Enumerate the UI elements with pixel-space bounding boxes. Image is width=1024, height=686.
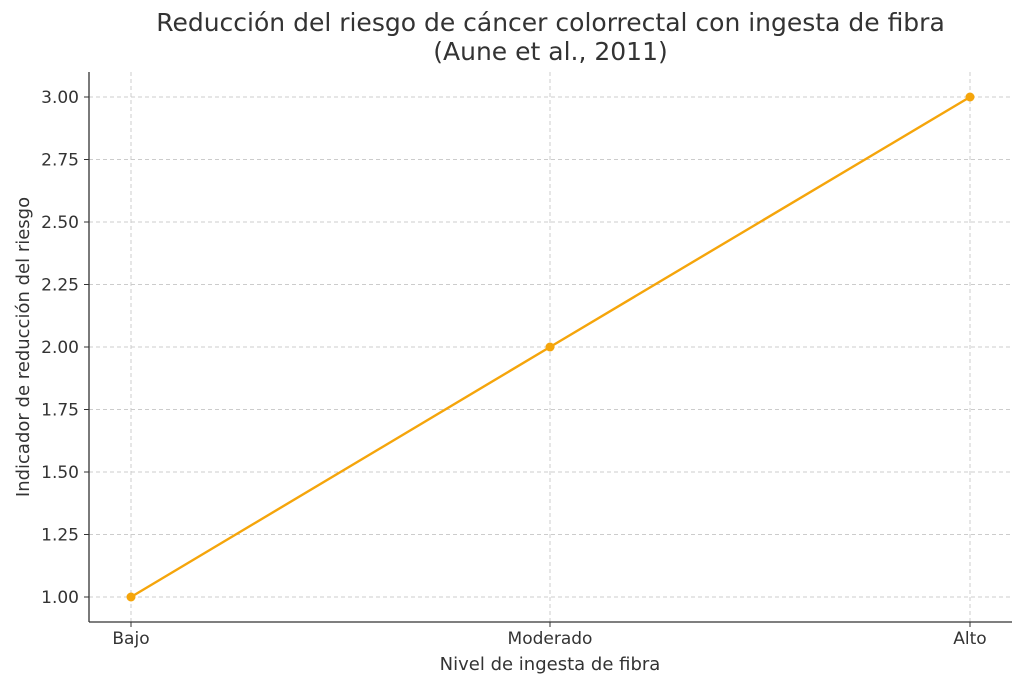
y-tick-label: 1.00 — [41, 588, 79, 608]
y-tick-label: 1.75 — [41, 401, 79, 421]
data-series — [126, 92, 975, 602]
x-tick-label: Moderado — [508, 629, 593, 649]
data-point — [126, 592, 136, 602]
x-tick-label: Alto — [953, 629, 986, 649]
x-tick-label: Bajo — [112, 629, 149, 649]
y-tick-label: 1.25 — [41, 526, 79, 546]
data-point — [965, 92, 975, 102]
chart-title: Reducción del riesgo de cáncer colorrect… — [89, 8, 1012, 66]
chart-title-line2: (Aune et al., 2011) — [433, 37, 668, 66]
data-point — [545, 342, 555, 352]
x-axis-label: Nivel de ingesta de fibra — [440, 654, 661, 675]
x-axis-ticks: Bajo Moderado Alto — [112, 622, 987, 649]
y-tick-label: 2.00 — [41, 338, 79, 358]
y-axis-label: Indicador de reducción del riesgo — [13, 197, 34, 497]
y-tick-label: 3.00 — [41, 88, 79, 108]
y-tick-label: 2.25 — [41, 276, 79, 296]
y-tick-label: 2.75 — [41, 151, 79, 171]
y-tick-label: 1.50 — [41, 463, 79, 483]
y-tick-label: 2.50 — [41, 213, 79, 233]
y-axis-ticks: 1.00 1.25 1.50 1.75 2.00 2.25 2.50 2.75 3.00 — [41, 88, 89, 608]
chart-title-line1: Reducción del riesgo de cáncer colorrect… — [156, 8, 945, 37]
